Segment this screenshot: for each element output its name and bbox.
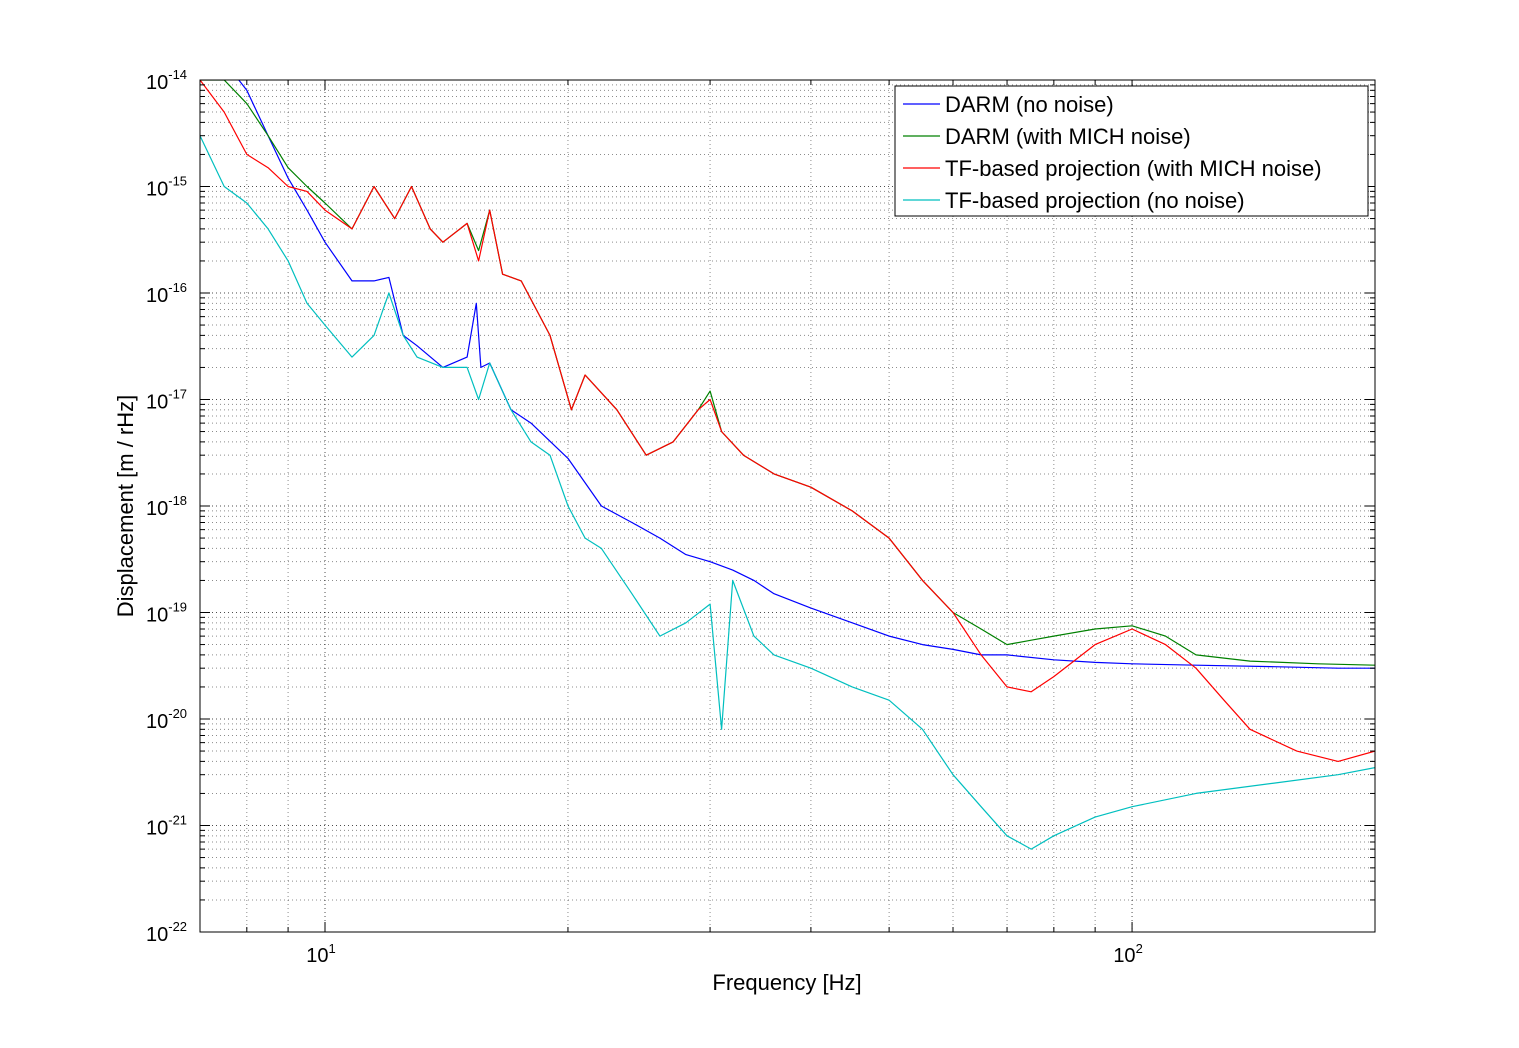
axis-ticks [199, 80, 1376, 933]
series-line-4 [200, 135, 1375, 850]
legend: DARM (no noise) DARM (with MICH noise) TF-… [894, 85, 1369, 217]
y-tick-label: 10-18 [146, 493, 187, 520]
y-tick-label: 10-14 [146, 67, 187, 94]
y-tick-label: 10-16 [146, 280, 187, 307]
y-tick-label: 10-20 [146, 706, 187, 733]
y-tick-labels: 10-14 10-15 10-16 10-17 10-18 10-19 10-20 10-21… [146, 67, 187, 946]
y-tick-label: 10-15 [146, 174, 187, 201]
y-tick-label: 10-19 [146, 600, 187, 627]
legend-label-2: DARM (with MICH noise) [945, 124, 1191, 149]
x-axis-label: Frequency [Hz] [712, 970, 861, 995]
x-tick-labels: 101 102 [306, 941, 1143, 967]
series-line-1 [238, 80, 1375, 669]
x-tick-label: 102 [1113, 941, 1142, 967]
series-lines [200, 80, 1375, 850]
series-line-3 [200, 80, 1375, 763]
y-tick-label: 10-21 [146, 813, 187, 840]
legend-label-3: TF-based projection (with MICH noise) [945, 156, 1322, 181]
x-tick-label: 101 [306, 941, 335, 967]
legend-label-4: TF-based projection (no noise) [945, 188, 1245, 213]
legend-box [894, 85, 1369, 217]
plot-background [200, 80, 1375, 932]
y-axis-label: Displacement [m / rHz] [113, 395, 138, 618]
y-tick-label: 10-22 [146, 919, 187, 946]
y-tick-label: 10-17 [146, 387, 187, 414]
legend-label-1: DARM (no noise) [945, 92, 1114, 117]
